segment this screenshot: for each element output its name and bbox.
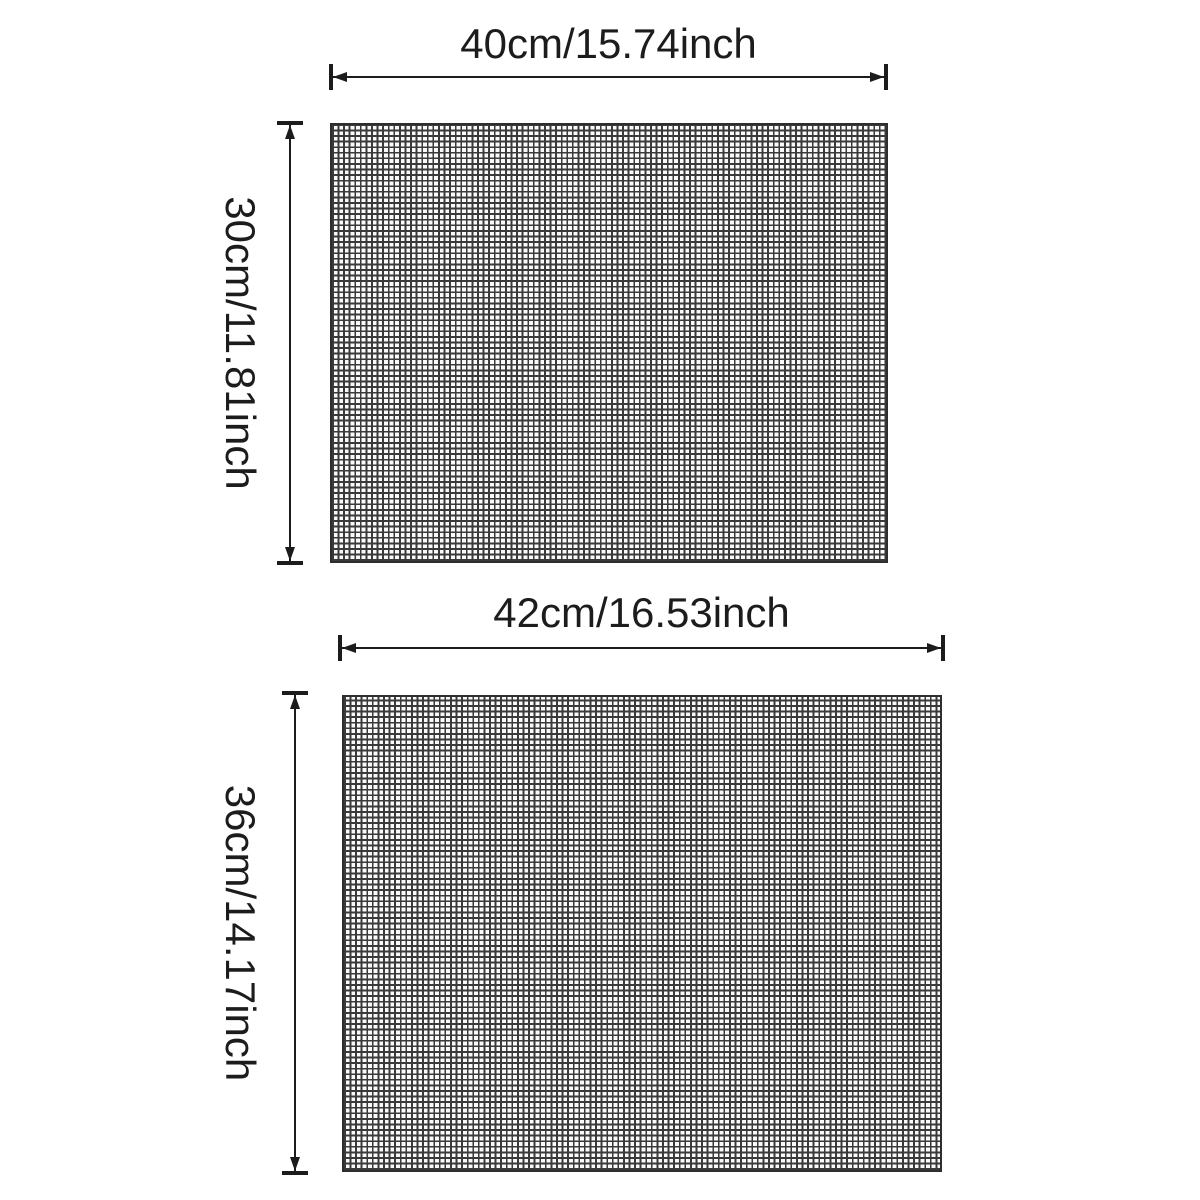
dimension-end-cap bbox=[277, 121, 303, 125]
arrow-down-icon bbox=[290, 1157, 300, 1171]
arrow-down-icon bbox=[285, 547, 295, 561]
top-sheet-width-dimension-line bbox=[329, 64, 888, 90]
top-sheet-height-label: 30cm/11.81inch bbox=[217, 196, 264, 490]
dimension-end-cap bbox=[282, 1171, 308, 1175]
dimension-end-cap bbox=[329, 64, 333, 90]
arrow-up-icon bbox=[290, 695, 300, 709]
arrow-right-icon bbox=[927, 643, 941, 653]
bottom-mesh-sheet bbox=[342, 695, 942, 1172]
top-sheet-width-label: 40cm/15.74inch bbox=[460, 20, 757, 67]
dimension-end-cap bbox=[941, 635, 945, 661]
arrow-left-icon bbox=[333, 72, 347, 82]
arrow-up-icon bbox=[285, 125, 295, 139]
arrow-left-icon bbox=[342, 643, 356, 653]
top-sheet-height-dimension-line bbox=[277, 121, 303, 565]
bottom-sheet-width-label: 42cm/16.53inch bbox=[493, 589, 790, 636]
dimension-end-cap bbox=[338, 635, 342, 661]
bottom-sheet-height-dimension-line bbox=[282, 691, 308, 1175]
dimension-end-cap bbox=[277, 561, 303, 565]
arrow-right-icon bbox=[870, 72, 884, 82]
dimension-end-cap bbox=[282, 691, 308, 695]
top-mesh-sheet bbox=[330, 123, 888, 563]
bottom-sheet-height-label: 36cm/14.17inch bbox=[217, 784, 264, 1082]
bottom-sheet-width-dimension-line bbox=[338, 635, 945, 661]
dimension-end-cap bbox=[884, 64, 888, 90]
